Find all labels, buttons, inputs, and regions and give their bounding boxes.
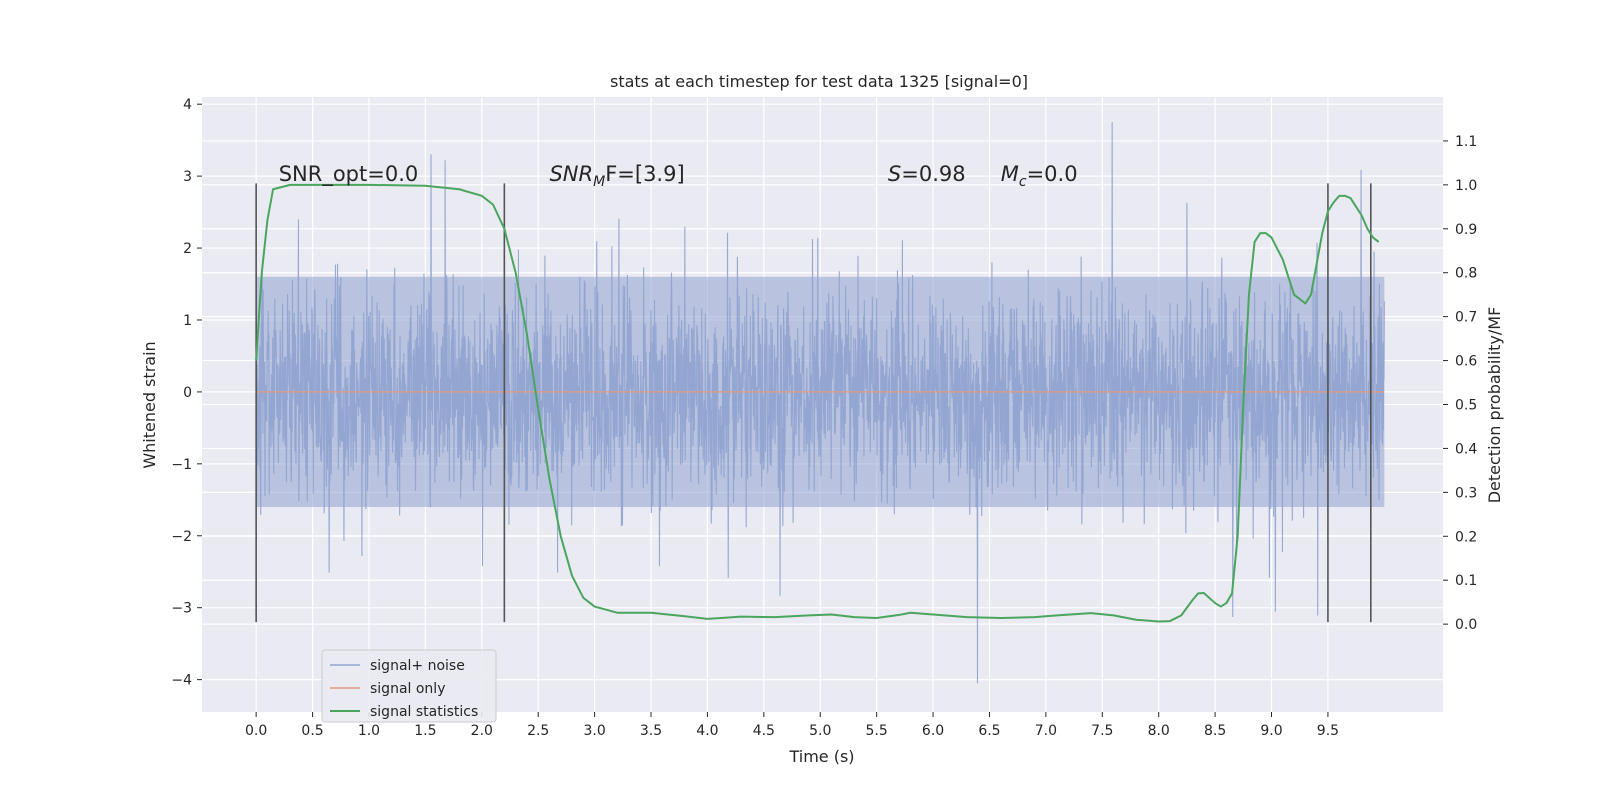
annotation-symbol: M (1001, 162, 1019, 186)
y-tick-label: 2 (183, 241, 192, 257)
annotation: Mc=0.0 (1001, 162, 1078, 190)
x-tick-label: 1.5 (414, 723, 436, 739)
legend-label: signal only (370, 681, 445, 697)
annotation-value: =0.0 (1027, 162, 1078, 186)
annotation-symbol: SNR (549, 162, 593, 186)
x-tick-label: 6.5 (978, 723, 1000, 739)
y2-tick-label: 0.5 (1455, 398, 1477, 414)
y-axis-ticks: −4 −3 −2 −1 0 1 2 3 4 (171, 97, 202, 689)
legend-label: signal+ noise (370, 658, 465, 674)
annotation-value: F=[3.9] (605, 162, 684, 186)
x-tick-label: 8.5 (1204, 723, 1226, 739)
x-tick-label: 0.0 (245, 723, 267, 739)
x-tick-label: 2.0 (471, 723, 493, 739)
y2-tick-label: 1.1 (1455, 134, 1477, 150)
y2-tick-label: 1.0 (1455, 178, 1477, 194)
chart-title: stats at each timestep for test data 132… (610, 72, 1028, 91)
annotations: SNR_opt=0.0 SNRMF=[3.9] S=0.98 Mc=0.0 (279, 162, 1078, 190)
legend-label: signal statistics (370, 704, 478, 720)
y-tick-label: 1 (183, 313, 192, 329)
x-axis-ticks: 0.0 0.5 1.0 1.5 2.0 2.5 3.0 3.5 4.0 4.5 5.0 5.5 6.0 6… (245, 712, 1339, 739)
x-tick-label: 9.5 (1317, 723, 1339, 739)
series-signal-statistics (255, 183, 1380, 623)
x-tick-label: 3.5 (640, 723, 662, 739)
y-tick-label: 4 (183, 97, 192, 113)
x-axis-label: Time (s) (788, 747, 854, 766)
annotation-symbol: S (888, 162, 901, 186)
y-tick-label: 3 (183, 169, 192, 185)
legend-box (321, 649, 497, 723)
x-tick-label: 0.5 (301, 723, 323, 739)
x-tick-label: 2.5 (527, 723, 549, 739)
y2-axis-ticks: 0.0 0.1 0.2 0.3 0.4 0.5 0.6 0.7 0.8 0.9 1.0 1.1 (1443, 134, 1477, 633)
x-tick-label: 5.0 (809, 723, 831, 739)
y2-tick-label: 0.0 (1455, 617, 1477, 633)
legend: signal+ noise signal only signal statistic… (321, 649, 497, 723)
x-tick-label: 4.5 (753, 723, 775, 739)
annotation-value: =0.98 (901, 162, 965, 186)
annotation-subscript: c (1019, 174, 1027, 190)
x-tick-label: 3.0 (583, 723, 605, 739)
vertical-markers (255, 183, 1372, 623)
y2-tick-label: 0.6 (1455, 354, 1477, 370)
annotation-subscript: M (593, 174, 605, 190)
annotation-symbol: SNR_opt=0.0 (279, 162, 419, 187)
x-tick-label: 6.0 (922, 723, 944, 739)
x-tick-label: 9.0 (1260, 723, 1282, 739)
y2-tick-label: 0.2 (1455, 529, 1477, 545)
x-tick-label: 1.0 (358, 723, 380, 739)
y-tick-label: −4 (171, 673, 192, 689)
y-tick-label: −1 (171, 457, 192, 473)
y-tick-label: −3 (171, 601, 192, 617)
x-tick-label: 8.0 (1148, 723, 1170, 739)
y2-tick-label: 0.1 (1455, 573, 1477, 589)
signal-statistics-line (255, 183, 1380, 623)
y2-tick-label: 0.8 (1455, 266, 1477, 282)
y2-tick-label: 0.7 (1455, 310, 1477, 326)
x-tick-label: 7.5 (1091, 723, 1113, 739)
y-axis-label: Whitened strain (140, 341, 159, 468)
annotation: S=0.98 (888, 162, 966, 186)
y-tick-label: 0 (183, 385, 192, 401)
y2-tick-label: 0.9 (1455, 222, 1477, 238)
x-tick-label: 4.0 (696, 723, 718, 739)
y2-tick-label: 0.3 (1455, 485, 1477, 501)
x-tick-label: 5.5 (866, 723, 888, 739)
x-tick-label: 7.0 (1035, 723, 1057, 739)
y2-tick-label: 0.4 (1455, 441, 1477, 457)
y2-axis-label: Detection probability/MF (1485, 307, 1504, 504)
annotation: SNR_opt=0.0 (279, 162, 419, 187)
y-tick-label: −2 (171, 529, 192, 545)
annotation: SNRMF=[3.9] (549, 162, 684, 190)
